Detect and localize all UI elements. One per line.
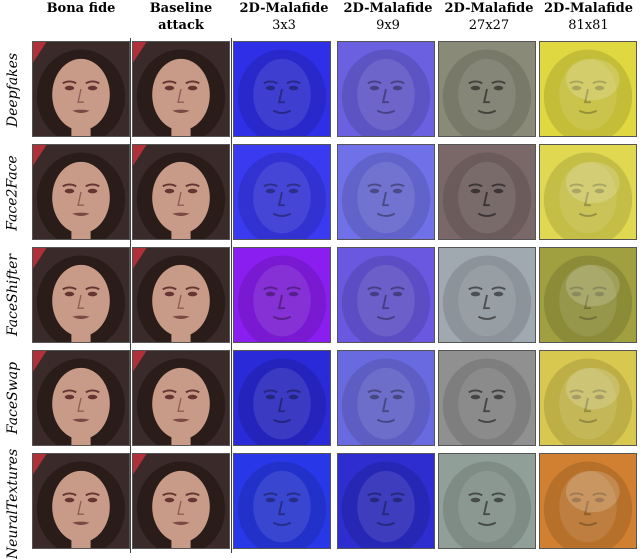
col-header-line1: 2D-Malafide	[444, 1, 534, 16]
face-image-malafide-27x27	[438, 41, 536, 137]
col-header-bona-fide: Bona fide	[32, 0, 130, 17]
face-image-malafide-9x9	[337, 41, 435, 137]
col-header-line1: Bona fide	[46, 1, 116, 16]
row-label-text: FaceSwap	[5, 361, 21, 435]
row-label-deepfakes: Deepfakes	[0, 40, 26, 140]
col-header-line1: 2D-Malafide	[239, 1, 329, 16]
face-image-baseline-attack	[132, 453, 230, 549]
column-separator	[130, 38, 131, 553]
face-image-malafide-81x81	[539, 453, 637, 549]
row-label-text: FaceShifter	[5, 253, 22, 337]
face-image-malafide-3x3	[233, 144, 331, 240]
face-image-malafide-81x81	[539, 350, 637, 446]
col-header-malafide-9x9: 2D-Malafide 9x9	[336, 0, 440, 34]
face-image-malafide-3x3	[233, 247, 331, 343]
face-image-baseline-attack	[132, 350, 230, 446]
face-image-baseline-attack	[132, 144, 230, 240]
face-image-bona-fide	[32, 453, 130, 549]
face-image-baseline-attack	[132, 247, 230, 343]
row-label-face2face: Face2Face	[0, 143, 26, 243]
face-image-malafide-27x27	[438, 350, 536, 446]
face-image-malafide-27x27	[438, 144, 536, 240]
face-image-malafide-3x3	[233, 41, 331, 137]
face-image-malafide-27x27	[438, 247, 536, 343]
face-image-bona-fide	[32, 41, 130, 137]
col-header-line1: 2D-Malafide	[544, 1, 633, 16]
col-header-baseline-attack: Baseline attack	[132, 0, 230, 34]
col-header-malafide-3x3: 2D-Malafide 3x3	[232, 0, 336, 34]
face-image-malafide-81x81	[539, 144, 637, 240]
face-image-malafide-3x3	[233, 453, 331, 549]
face-image-malafide-9x9	[337, 453, 435, 549]
col-header-line2: 3x3	[272, 18, 296, 33]
col-header-malafide-81x81: 2D-Malafide 81x81	[537, 0, 640, 34]
face-image-malafide-81x81	[539, 41, 637, 137]
col-header-line2: 81x81	[568, 18, 609, 33]
face-image-baseline-attack	[132, 41, 230, 137]
col-header-malafide-27x27: 2D-Malafide 27x27	[437, 0, 541, 34]
row-label-faceshifter: FaceShifter	[0, 245, 26, 345]
row-label-neuraltextures: NeuralTextures	[0, 448, 26, 559]
face-image-malafide-81x81	[539, 247, 637, 343]
col-header-line1: 2D-Malafide	[343, 1, 433, 16]
face-image-malafide-9x9	[337, 247, 435, 343]
col-header-line2: attack	[158, 18, 204, 33]
face-image-malafide-27x27	[438, 453, 536, 549]
col-header-line1: Baseline	[149, 1, 213, 16]
column-separator	[231, 38, 232, 553]
col-header-line2: 9x9	[376, 18, 400, 33]
row-label-faceswap: FaceSwap	[0, 348, 26, 448]
col-header-line2: 27x27	[468, 18, 510, 33]
face-image-malafide-9x9	[337, 144, 435, 240]
row-label-text: Deepfakes	[5, 52, 21, 128]
face-image-malafide-9x9	[337, 350, 435, 446]
face-image-bona-fide	[32, 350, 130, 446]
row-label-text: Face2Face	[5, 155, 22, 231]
face-image-bona-fide	[32, 144, 130, 240]
face-image-malafide-3x3	[233, 350, 331, 446]
row-label-text: NeuralTextures	[5, 448, 21, 559]
face-image-bona-fide	[32, 247, 130, 343]
